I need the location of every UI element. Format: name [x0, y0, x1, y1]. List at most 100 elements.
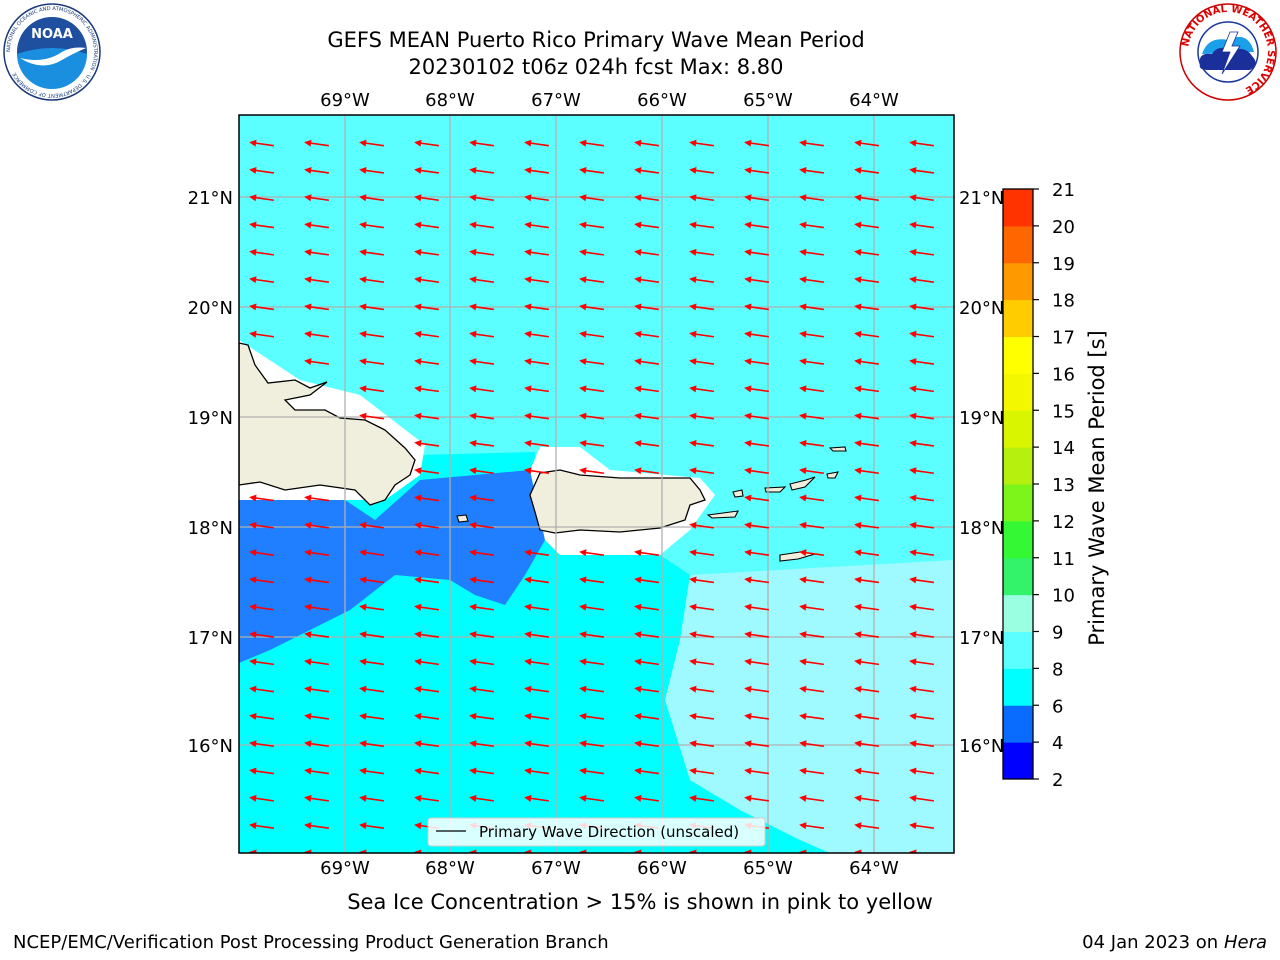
wave-arrow — [414, 412, 439, 420]
wave-arrow — [359, 549, 384, 557]
wave-arrow — [799, 603, 824, 611]
wave-arrow — [249, 194, 274, 202]
wave-arrow — [414, 521, 439, 529]
wave-arrow — [249, 276, 274, 284]
wave-arrow — [744, 521, 769, 529]
wave-arrow — [744, 467, 769, 475]
colorbar-segment — [1003, 484, 1033, 522]
lat-label-left: 16°N — [188, 736, 233, 757]
wave-arrow — [634, 303, 659, 311]
wave-arrow — [524, 631, 549, 639]
wave-arrow — [634, 358, 659, 366]
wave-arrow — [689, 603, 714, 611]
wave-arrow — [579, 412, 604, 420]
noaa-logo: NATIONAL OCEANIC AND ATMOSPHERIC ADMINIS… — [3, 3, 101, 101]
wave-arrow — [634, 631, 659, 639]
wave-arrow — [909, 467, 934, 475]
wave-arrow — [579, 549, 604, 557]
wave-arrow — [469, 740, 494, 748]
lon-label-bottom: 68°W — [425, 858, 475, 879]
colorbar-segment — [1003, 410, 1033, 448]
wave-arrow — [909, 740, 934, 748]
wave-arrow — [799, 767, 824, 775]
map-frame — [238, 114, 955, 854]
colorbar-tick-label: 20 — [1052, 217, 1075, 238]
colorbar-tick-label: 6 — [1052, 696, 1063, 717]
colorbar-segment — [1003, 447, 1033, 485]
wave-arrow — [249, 221, 274, 229]
colorbar-segment — [1003, 631, 1033, 669]
map-title: GEFS MEAN Puerto Rico Primary Wave Mean … — [327, 28, 865, 52]
wave-arrow — [744, 166, 769, 174]
colorbar-tick-label: 14 — [1052, 438, 1075, 459]
wave-arrow — [799, 685, 824, 693]
wave-arrow — [524, 794, 549, 802]
wave-arrow — [689, 139, 714, 147]
wave-arrow — [854, 166, 879, 174]
colorbar-tick-label: 10 — [1052, 586, 1075, 607]
wave-arrow — [524, 248, 549, 256]
wave-arrow — [359, 822, 384, 830]
wave-arrow — [304, 712, 329, 720]
wave-arrow — [359, 194, 384, 202]
wave-arrow — [634, 439, 659, 447]
wave-arrow — [854, 740, 879, 748]
wave-arrow — [854, 276, 879, 284]
wave-arrow — [854, 303, 879, 311]
wave-arrow — [414, 303, 439, 311]
wave-arrow — [634, 166, 659, 174]
wave-arrow — [744, 385, 769, 393]
wave-arrow — [579, 631, 604, 639]
wave-arrow — [249, 576, 274, 584]
wave-arrow — [469, 221, 494, 229]
colorbar — [1002, 188, 1034, 780]
wave-arrow — [634, 276, 659, 284]
wave-arrow — [799, 712, 824, 720]
wave-arrow — [909, 276, 934, 284]
lat-label-right: 21°N — [959, 188, 1004, 209]
wave-arrow — [909, 658, 934, 666]
wave-arrow — [469, 576, 494, 584]
wave-arrow — [469, 385, 494, 393]
wave-arrow — [799, 139, 824, 147]
wave-arrow — [799, 330, 824, 338]
wave-arrow — [414, 740, 439, 748]
wave-arrow — [304, 794, 329, 802]
period-8-9-south-region — [665, 560, 954, 853]
lon-label-bottom: 66°W — [637, 858, 687, 879]
wave-arrow — [249, 521, 274, 529]
wave-arrow — [854, 385, 879, 393]
wave-arrow — [579, 685, 604, 693]
wave-arrow — [304, 276, 329, 284]
wave-arrow — [799, 412, 824, 420]
wave-arrow — [359, 303, 384, 311]
wave-arrow — [689, 412, 714, 420]
colorbar-label: Primary Wave Mean Period [s] — [1085, 330, 1109, 646]
wave-arrow — [524, 412, 549, 420]
wave-arrow — [524, 740, 549, 748]
lon-label-top: 66°W — [637, 90, 687, 111]
wave-arrow — [634, 658, 659, 666]
colorbar-tick-label: 17 — [1052, 328, 1075, 349]
wave-arrow — [634, 794, 659, 802]
wave-arrow — [634, 685, 659, 693]
lon-label-bottom: 64°W — [849, 858, 899, 879]
wave-arrow — [854, 221, 879, 229]
wave-arrow — [524, 303, 549, 311]
wave-arrow — [304, 303, 329, 311]
wave-arrow — [854, 685, 879, 693]
wave-arrow — [854, 603, 879, 611]
wave-arrow — [744, 358, 769, 366]
longitude-labels-bottom: 69°W 68°W 67°W 66°W 65°W 64°W — [320, 858, 899, 879]
wave-arrow — [689, 658, 714, 666]
wave-arrow — [799, 521, 824, 529]
wave-arrow — [469, 467, 494, 475]
colorbar-tick-label: 4 — [1052, 733, 1063, 754]
wave-arrow — [304, 139, 329, 147]
colorbar-tick-label: 8 — [1052, 659, 1063, 680]
wave-arrow — [689, 712, 714, 720]
lon-label-bottom: 69°W — [320, 858, 370, 879]
wave-arrow — [634, 740, 659, 748]
wave-arrow — [304, 740, 329, 748]
wave-arrow — [414, 494, 439, 502]
